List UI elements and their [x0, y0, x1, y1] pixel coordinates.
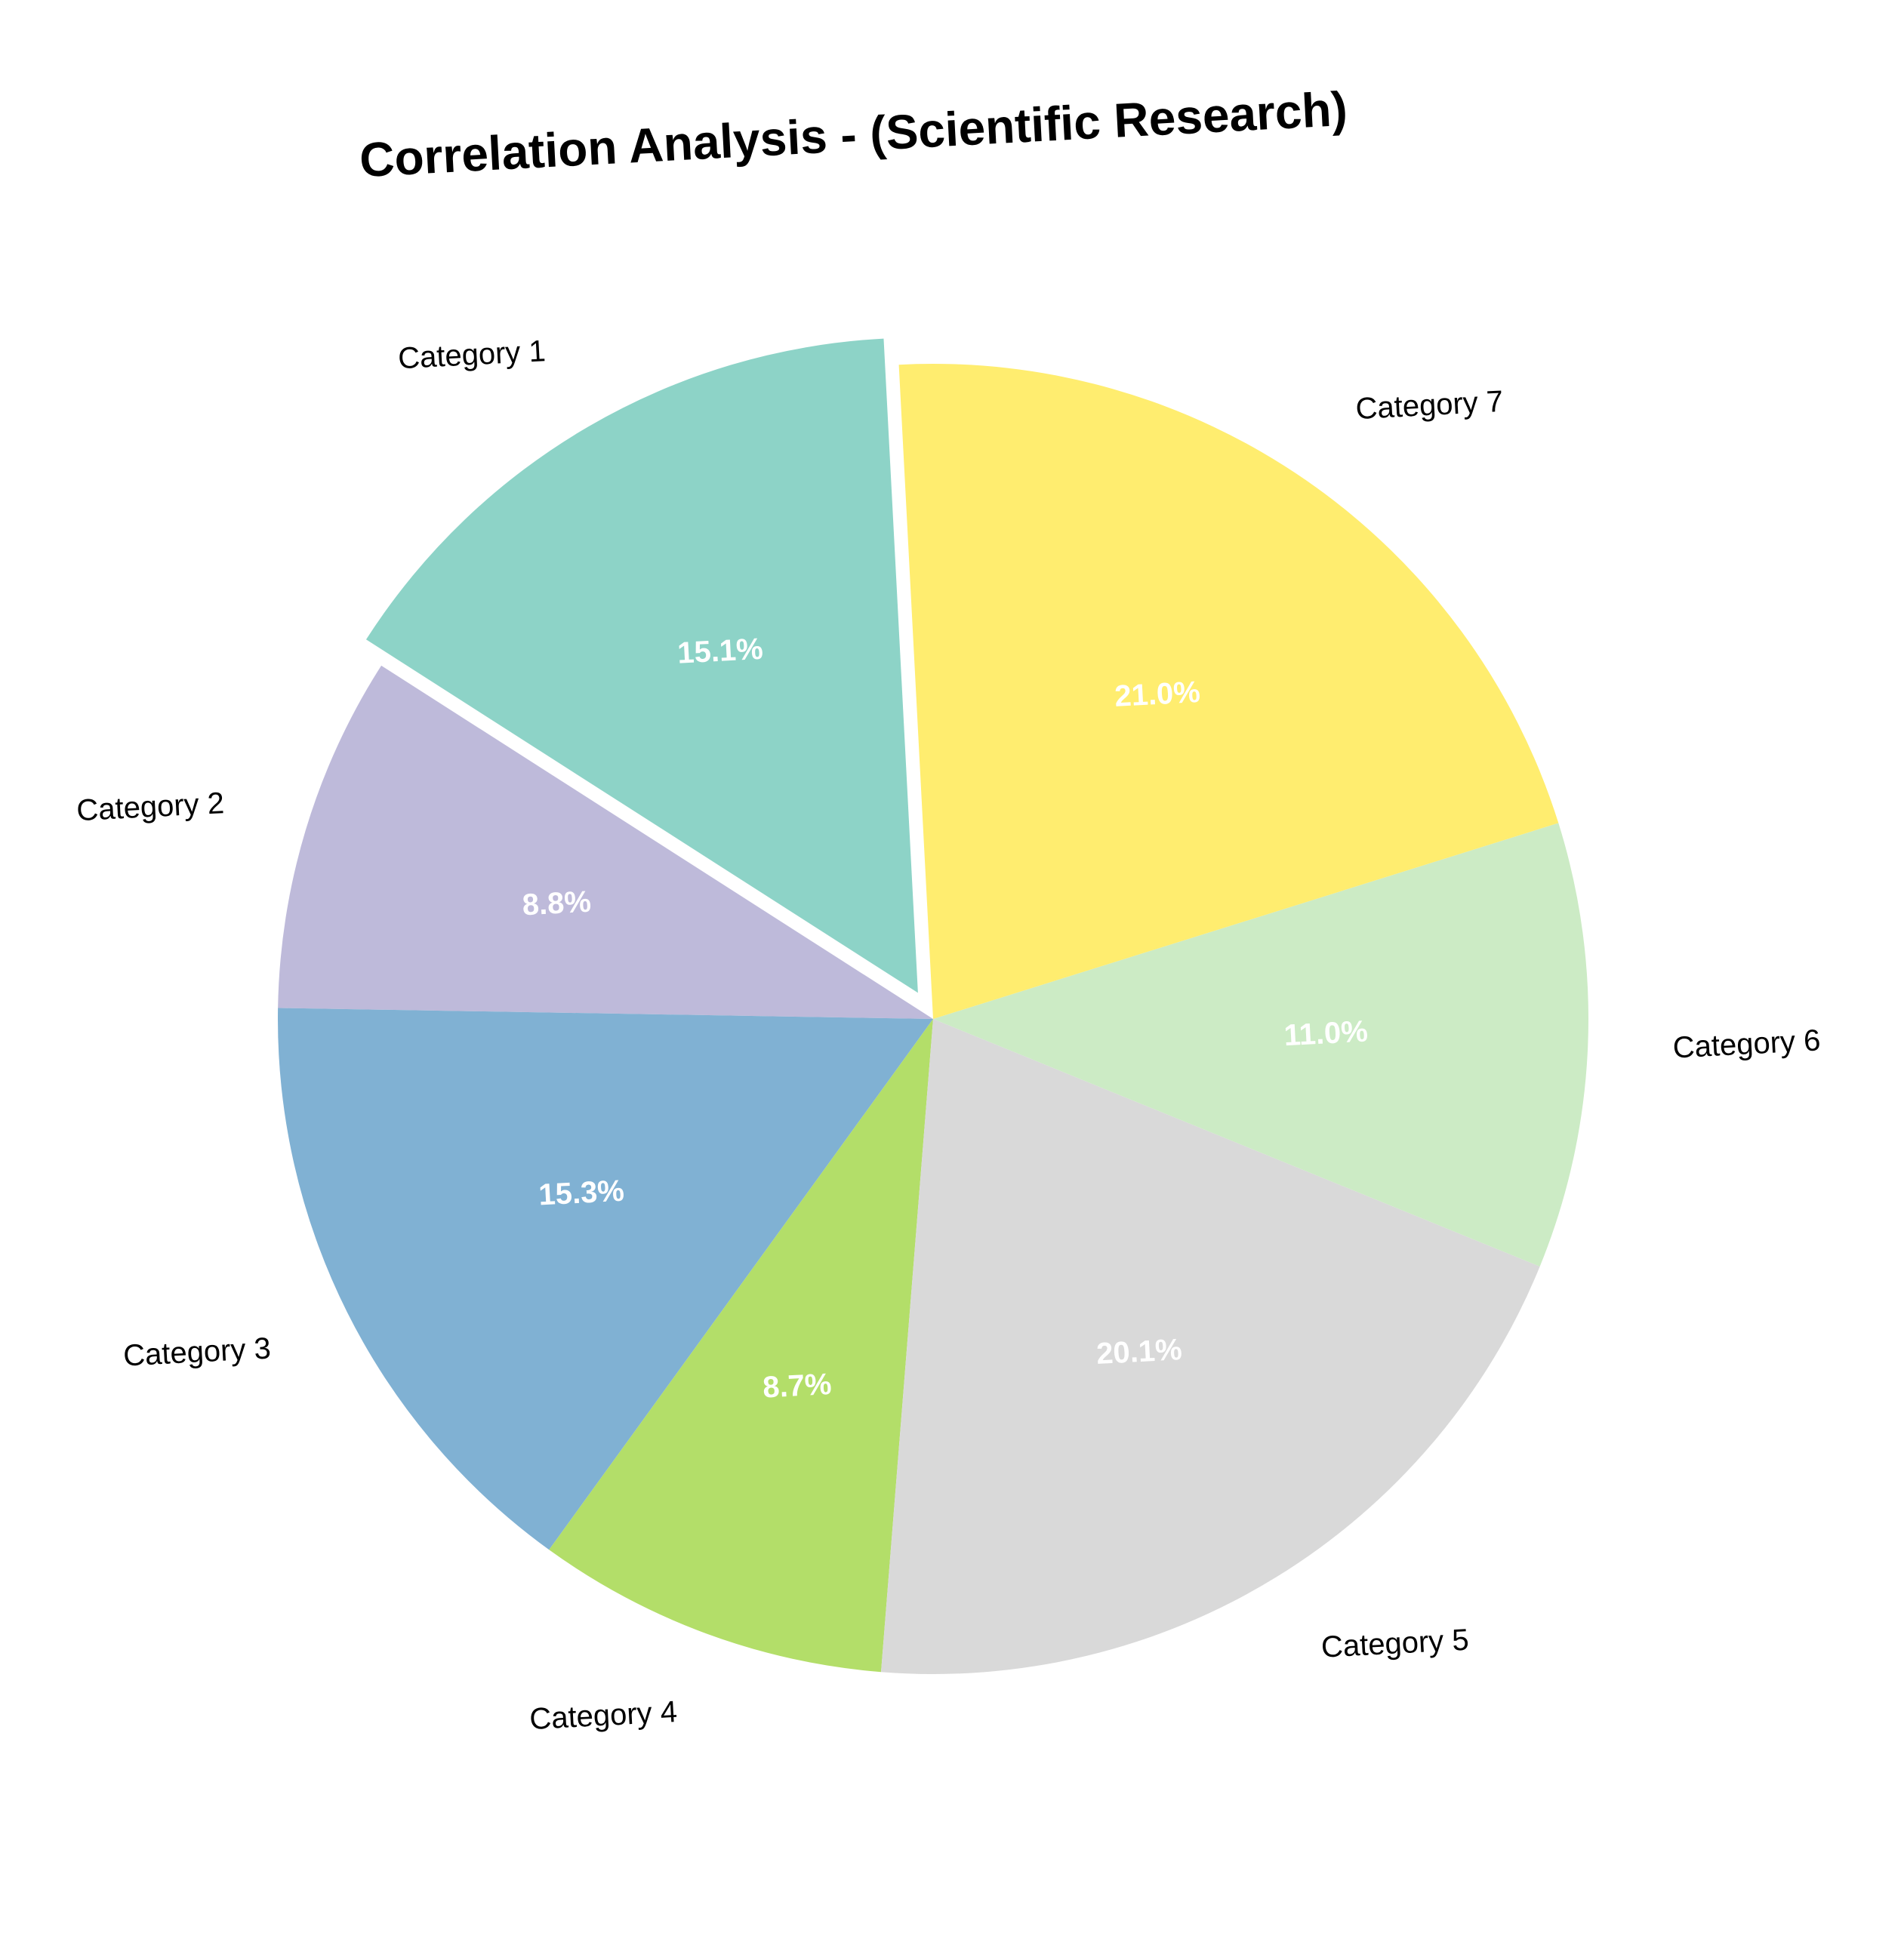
slice-category-5 [880, 1019, 1540, 1674]
category-label-category-6: Category 6 [1672, 1023, 1822, 1064]
percent-label-category-6: 11.0% [1283, 1014, 1369, 1052]
percent-label-category-2: 8.8% [522, 885, 592, 922]
chart-title: Correlation Analysis - (Scientific Resea… [358, 82, 1348, 187]
category-label-category-4: Category 4 [528, 1695, 678, 1736]
slice-category-2 [278, 665, 933, 1019]
category-label-category-3: Category 3 [122, 1331, 272, 1372]
slice-category-4 [549, 1019, 933, 1673]
category-label-category-1: Category 1 [397, 334, 547, 375]
percent-label-category-5: 20.1% [1095, 1333, 1183, 1371]
pie-labels: 15.1% Category 1 8.8% Category 2 15.3% Catego… [75, 334, 1821, 1736]
slice-category-6 [933, 823, 1588, 1267]
category-label-category-7: Category 7 [1354, 385, 1504, 426]
percent-label-category-7: 21.0% [1114, 676, 1201, 713]
percent-label-category-3: 15.3% [538, 1174, 625, 1212]
percent-label-category-4: 8.7% [762, 1368, 832, 1405]
slice-category-1 [365, 338, 918, 993]
category-label-category-5: Category 5 [1320, 1624, 1470, 1664]
category-label-category-2: Category 2 [75, 786, 225, 827]
percent-label-category-1: 15.1% [676, 633, 764, 670]
slice-category-3 [277, 1008, 933, 1550]
slice-category-7 [898, 363, 1559, 1019]
pie-slices [277, 338, 1588, 1674]
